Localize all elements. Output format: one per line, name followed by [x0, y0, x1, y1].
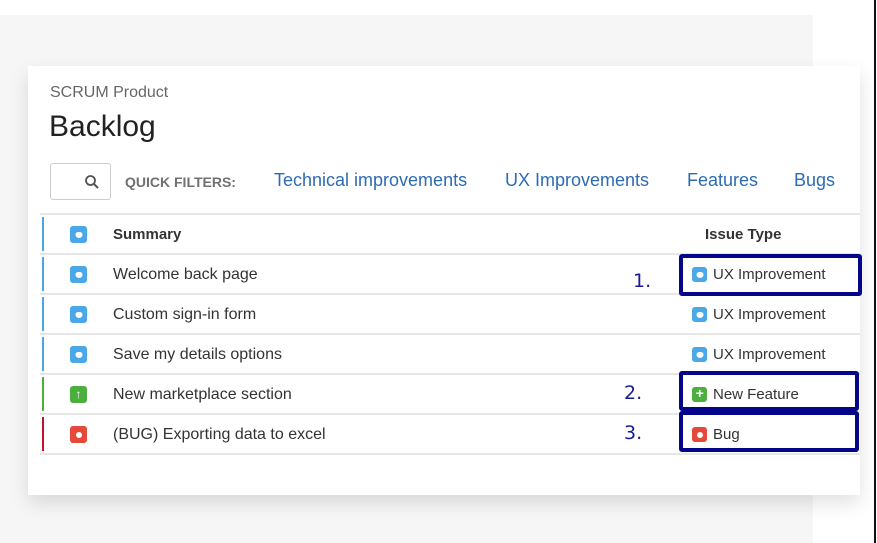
row-marker — [42, 377, 44, 411]
row-issue-type: Bug — [692, 426, 740, 443]
annotation-box-3 — [679, 411, 859, 452]
annotation-number-3: 3. — [624, 422, 643, 444]
row-summary: New marketplace section — [113, 386, 292, 403]
row-marker — [42, 257, 44, 291]
table-row[interactable]: Custom sign-in form UX Improvement — [40, 295, 860, 335]
annotation-box-1 — [679, 254, 862, 296]
ux-improvement-icon — [692, 307, 707, 322]
row-marker — [42, 217, 44, 251]
column-summary[interactable]: Summary — [113, 226, 182, 243]
issue-type-label: UX Improvement — [713, 266, 826, 283]
annotation-box-2 — [679, 371, 859, 411]
arrow-up-icon — [70, 386, 87, 403]
row-summary: (BUG) Exporting data to excel — [113, 426, 326, 443]
filter-bugs[interactable]: Bugs — [794, 170, 836, 190]
ux-improvement-icon — [70, 346, 87, 363]
divider — [874, 0, 876, 543]
row-summary: Save my details options — [113, 346, 282, 363]
row-marker — [42, 297, 44, 331]
backlog-table: Summary Issue Type Welcome back page UX … — [40, 213, 860, 455]
row-summary: Custom sign-in form — [113, 306, 257, 323]
row-issue-type: UX Improvement — [692, 346, 826, 363]
row-marker — [42, 337, 44, 371]
search-icon — [85, 175, 99, 189]
issue-type-label: UX Improvement — [713, 346, 826, 363]
issue-type-label: New Feature — [713, 386, 799, 403]
ux-improvement-icon — [70, 266, 87, 283]
ux-improvement-icon — [70, 306, 87, 323]
filter-ux-improvements[interactable]: UX Improvements — [505, 170, 650, 190]
table-row[interactable]: New marketplace section New Feature — [40, 375, 860, 415]
bug-icon — [70, 426, 87, 443]
plus-icon — [692, 386, 707, 402]
table-row[interactable]: Save my details options UX Improvement — [40, 335, 860, 375]
row-issue-type: New Feature — [692, 386, 799, 403]
issue-type-label: UX Improvement — [713, 306, 826, 323]
heart-icon — [70, 226, 87, 243]
row-issue-type: UX Improvement — [692, 266, 826, 283]
page-title: Backlog — [49, 110, 156, 143]
row-summary: Welcome back page — [113, 266, 258, 283]
column-issue-type[interactable]: Issue Type — [705, 226, 782, 243]
filter-features[interactable]: Features — [687, 170, 759, 190]
table-header: Summary Issue Type — [40, 215, 860, 255]
row-marker — [42, 417, 44, 451]
ux-improvement-icon — [692, 267, 707, 282]
issue-type-label: Bug — [713, 426, 740, 443]
annotation-number-2: 2. — [624, 382, 643, 404]
bug-icon — [692, 427, 707, 442]
table-row[interactable]: Welcome back page UX Improvement — [40, 255, 860, 295]
search-input[interactable] — [50, 163, 111, 200]
row-issue-type: UX Improvement — [692, 306, 826, 323]
filter-technical-improvements[interactable]: Technical improvements — [274, 170, 468, 190]
project-name: SCRUM Product — [50, 84, 169, 101]
table-row[interactable]: (BUG) Exporting data to excel Bug — [40, 415, 860, 455]
quick-filters-label: QUICK FILTERS: — [125, 174, 236, 190]
annotation-number-1: 1. — [633, 270, 652, 292]
backlog-panel: SCRUM Product Backlog QUICK FILTERS: Tec… — [28, 66, 860, 495]
ux-improvement-icon — [692, 347, 707, 362]
